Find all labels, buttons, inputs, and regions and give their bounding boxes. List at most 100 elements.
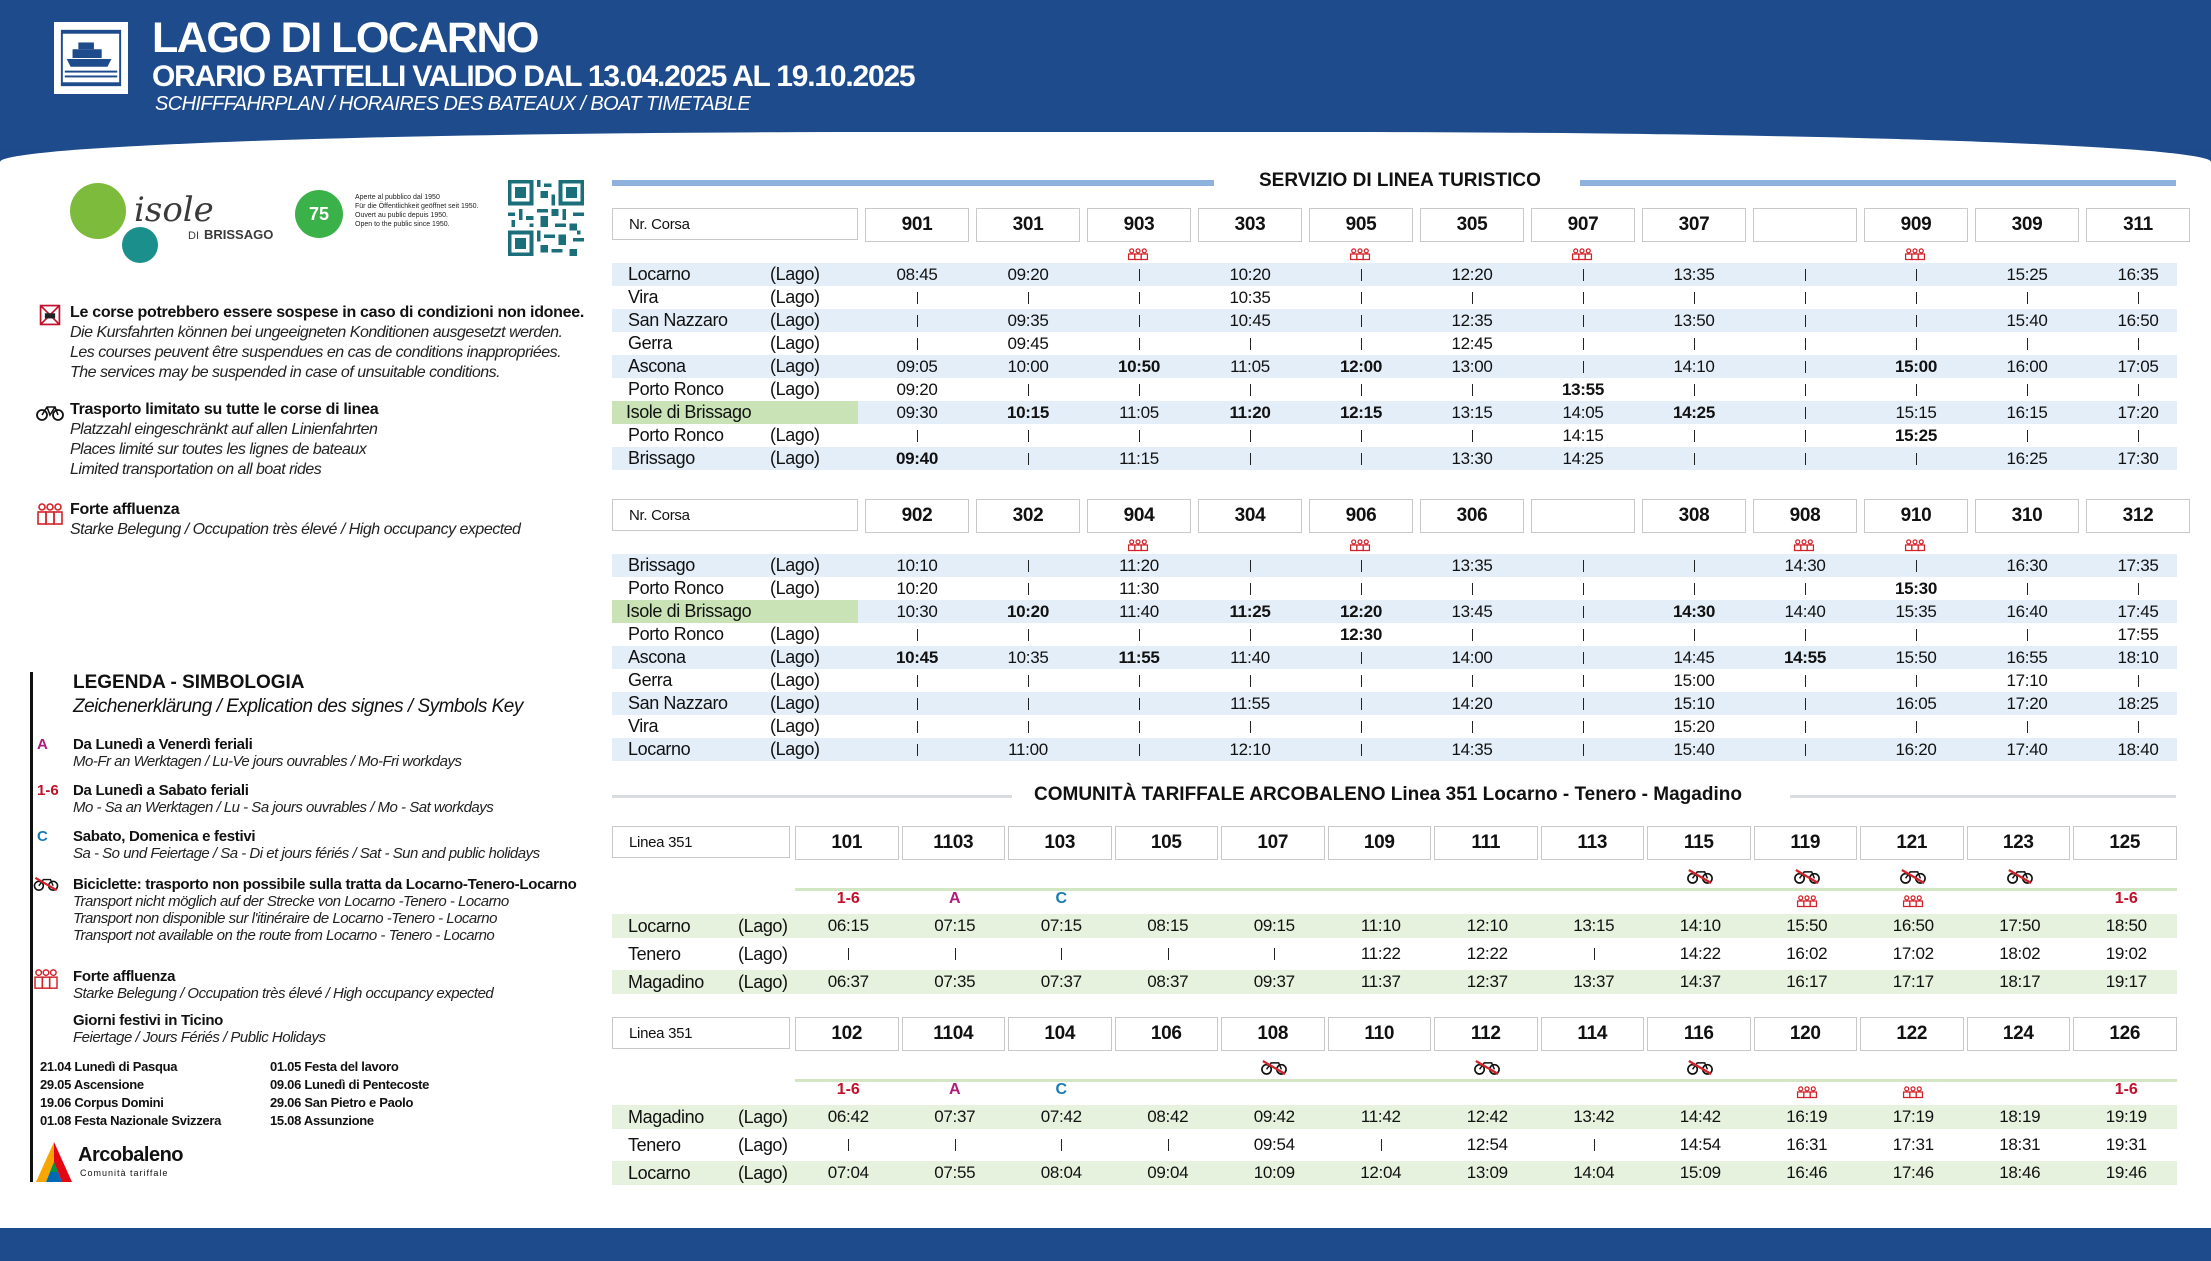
course-number: 126 [2073, 1017, 2177, 1051]
departure-time: 09:42 [1253, 1107, 1295, 1126]
departure-time: 16:00 [2006, 357, 2048, 376]
course-number: 125 [2073, 826, 2177, 860]
departure-time: 17:10 [2006, 671, 2048, 690]
service-day-mark: 1-6 [836, 1081, 860, 1098]
departure-time: 15:30 [1895, 579, 1937, 598]
departure-time: 13:50 [1673, 311, 1715, 330]
pass-through-mark [917, 315, 918, 327]
departure-time: 12:15 [1340, 403, 1382, 422]
departure-time: 12:20 [1451, 265, 1493, 284]
station-lake-tag: (Lago) [738, 1107, 788, 1127]
departure-time: 15:35 [1895, 602, 1937, 621]
departure-time: 17:20 [2117, 403, 2159, 422]
departure-time: 14:04 [1573, 1163, 1615, 1182]
row-shading [612, 309, 2177, 332]
course-number: 105 [1114, 826, 1218, 860]
pass-through-mark [1250, 430, 1251, 442]
occupancy-icon [1902, 1085, 1926, 1099]
course-number: 303 [1198, 208, 1302, 242]
departure-time: 14:30 [1784, 556, 1826, 575]
course-number: 1104 [901, 1017, 1005, 1051]
station-name: Brissago [628, 555, 695, 575]
departure-time: 19:19 [2105, 1107, 2147, 1126]
station-name: Porto Ronco [628, 379, 724, 399]
pass-through-mark [1139, 629, 1140, 641]
pass-through-mark [1805, 453, 1806, 465]
row-shading [795, 888, 2177, 891]
departure-time: 14:25 [1673, 403, 1715, 422]
departure-time: 08:15 [1147, 916, 1189, 935]
departure-time: 17:50 [1999, 916, 2041, 935]
departure-time: 14:30 [1673, 602, 1715, 621]
pass-through-mark [1916, 721, 1917, 733]
pass-through-mark [1694, 629, 1695, 641]
pass-through-mark [1472, 675, 1473, 687]
station-lake-tag: (Lago) [770, 555, 820, 575]
pass-through-mark [1583, 560, 1584, 572]
course-number: 103 [1008, 826, 1112, 860]
course-number: 312 [2086, 499, 2190, 533]
station-name: Tenero [628, 944, 681, 964]
pass-through-mark [1139, 338, 1140, 350]
service-day-mark: C [1055, 1081, 1068, 1098]
pass-through-mark [2027, 629, 2028, 641]
course-number: 109 [1327, 826, 1431, 860]
pass-through-mark [2027, 292, 2028, 304]
pass-through-mark [1916, 560, 1917, 572]
departure-time: 17:40 [2006, 740, 2048, 759]
row-shading [612, 355, 2177, 378]
pass-through-mark [2138, 721, 2139, 733]
pass-through-mark [1139, 384, 1140, 396]
pass-through-mark [2138, 338, 2139, 350]
pass-through-mark [1250, 338, 1251, 350]
course-number: 902 [865, 499, 969, 533]
pass-through-mark [1583, 652, 1584, 664]
departure-time: 18:02 [1999, 944, 2041, 963]
course-number: 106 [1114, 1017, 1218, 1051]
departure-time: 12:10 [1229, 740, 1271, 759]
pass-through-mark [1167, 1139, 1169, 1151]
departure-time: 18:10 [2117, 648, 2159, 667]
no-service-icon [39, 304, 61, 326]
pass-through-mark [1916, 315, 1917, 327]
pass-through-mark [917, 292, 918, 304]
pass-through-mark [1916, 338, 1917, 350]
departure-time: 08:42 [1147, 1107, 1189, 1126]
row-shading [612, 738, 2177, 761]
course-number: 306 [1420, 499, 1524, 533]
pass-through-mark [1028, 698, 1029, 710]
pass-through-mark [1583, 361, 1584, 373]
station-lake-tag: (Lago) [770, 716, 820, 736]
departure-time: 16:20 [1895, 740, 1937, 759]
departure-time: 10:15 [1007, 403, 1049, 422]
departure-time: 15:50 [1786, 916, 1828, 935]
pass-through-mark [2138, 292, 2139, 304]
departure-time: 11:22 [1360, 944, 1401, 963]
departure-time: 11:40 [1119, 602, 1159, 621]
departure-time: 16:02 [1786, 944, 1828, 963]
course-number: 302 [976, 499, 1080, 533]
pass-through-mark [1139, 698, 1140, 710]
pass-through-mark [1805, 361, 1806, 373]
departure-time: 17:31 [1892, 1135, 1934, 1154]
pass-through-mark [2027, 338, 2028, 350]
occupancy-icon [1796, 1085, 1820, 1099]
departure-time: 11:55 [1230, 694, 1270, 713]
pass-through-mark [1028, 675, 1029, 687]
departure-time: 10:20 [1229, 265, 1271, 284]
departure-time: 17:45 [2117, 602, 2159, 621]
section-divider [612, 180, 1214, 186]
pass-through-mark [1250, 583, 1251, 595]
departure-time: 12:22 [1466, 944, 1508, 963]
pass-through-mark [1361, 721, 1362, 733]
course-number-label: Nr. Corsa [612, 499, 858, 531]
qr-code[interactable] [508, 180, 584, 256]
station-lake-tag: (Lago) [770, 264, 820, 284]
departure-time: 11:30 [1119, 579, 1159, 598]
pass-through-mark [1805, 269, 1806, 281]
no-bicycle-icon [1687, 868, 1713, 886]
departure-time: 11:00 [1008, 740, 1048, 759]
departure-time: 09:30 [896, 403, 938, 422]
svg-text:isole: isole [134, 190, 214, 230]
departure-time: 18:46 [1999, 1163, 2041, 1182]
